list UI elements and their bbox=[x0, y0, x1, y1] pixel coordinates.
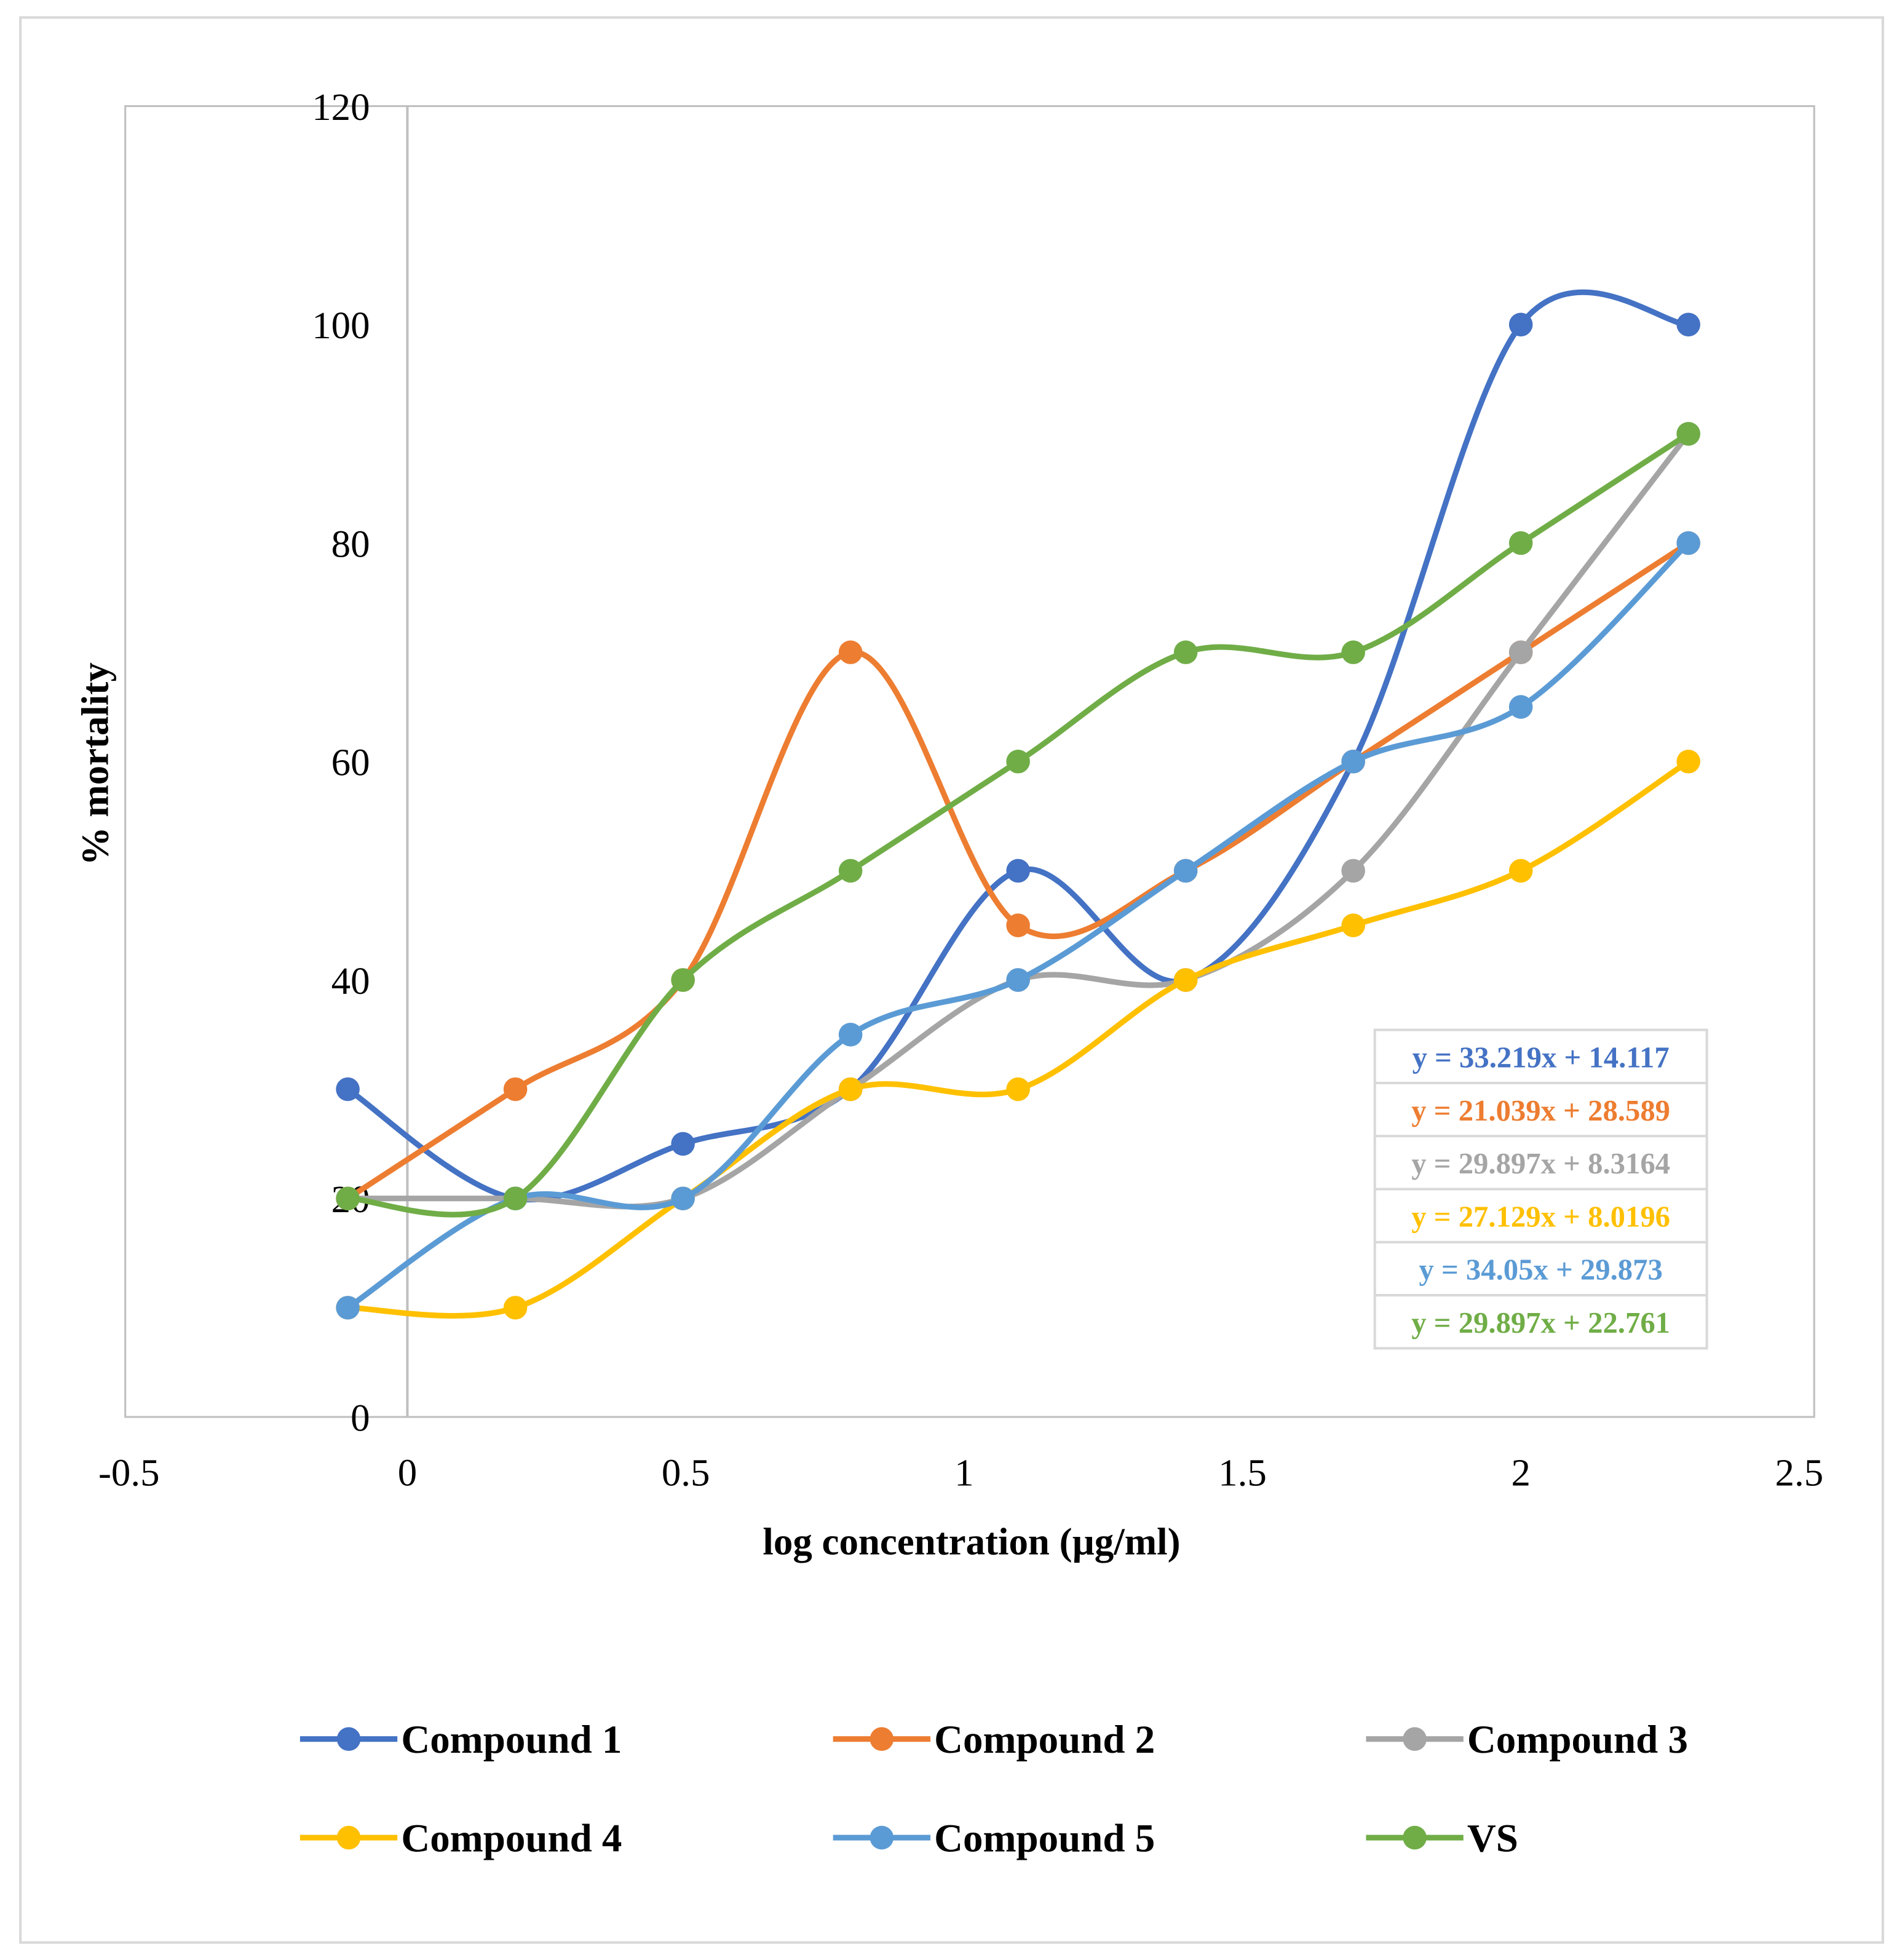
x-tick-label: 1 bbox=[954, 1451, 973, 1494]
data-point bbox=[1341, 913, 1365, 937]
series-line-compound-2 bbox=[346, 541, 1690, 1201]
legend-marker-icon bbox=[1403, 1825, 1427, 1850]
x-axis-label: log concentration (µg/ml) bbox=[763, 1520, 1180, 1563]
trendline-equation: y = 21.039x + 28.589 bbox=[1411, 1094, 1670, 1127]
series-line-compound-3 bbox=[347, 432, 1691, 1210]
x-tick-label: 2.5 bbox=[1775, 1451, 1824, 1494]
legend-marker-icon bbox=[336, 1825, 361, 1850]
trendline-equation: y = 33.219x + 14.117 bbox=[1413, 1041, 1670, 1074]
data-point bbox=[336, 1077, 360, 1101]
data-point bbox=[1173, 640, 1198, 664]
data-point bbox=[1006, 913, 1030, 937]
x-tick-label: 2 bbox=[1511, 1451, 1530, 1494]
series-line-compound-1 bbox=[346, 289, 1689, 1203]
series-vs bbox=[336, 422, 1700, 1218]
data-point bbox=[1508, 531, 1533, 555]
data-point bbox=[1173, 968, 1198, 992]
x-tick-label: 1.5 bbox=[1218, 1451, 1267, 1494]
data-point bbox=[1508, 312, 1533, 337]
data-point bbox=[838, 859, 863, 883]
data-point bbox=[1173, 859, 1198, 883]
data-point bbox=[503, 1296, 528, 1320]
trendline-equation: y = 29.897x + 8.3164 bbox=[1411, 1147, 1670, 1180]
legend-item: Compound 2 bbox=[833, 1718, 1155, 1762]
data-point bbox=[671, 1132, 695, 1156]
y-tick-label: 100 bbox=[312, 304, 370, 347]
data-point bbox=[671, 968, 695, 992]
data-point bbox=[1341, 859, 1365, 883]
legend-item: Compound 1 bbox=[299, 1718, 622, 1762]
trendline-equation: y = 27.129x + 8.0196 bbox=[1411, 1200, 1670, 1233]
data-point bbox=[336, 1296, 360, 1320]
legend-marker-icon bbox=[336, 1727, 361, 1751]
trendline-equation: y = 29.897x + 22.761 bbox=[1411, 1306, 1670, 1339]
data-point bbox=[336, 1186, 360, 1211]
x-tick-label: -0.5 bbox=[98, 1451, 160, 1494]
x-tick-label: 0 bbox=[398, 1451, 417, 1494]
data-point bbox=[1006, 1077, 1030, 1101]
data-point bbox=[1676, 531, 1700, 555]
legend-label: Compound 3 bbox=[1467, 1718, 1688, 1762]
legend: Compound 1 Compound 2 Compound 3 Compound 4… bbox=[299, 1718, 1688, 1860]
data-point bbox=[1508, 640, 1533, 664]
data-point bbox=[1676, 312, 1700, 337]
data-point bbox=[838, 640, 863, 664]
data-point bbox=[503, 1077, 528, 1101]
data-point bbox=[1341, 640, 1365, 664]
data-point bbox=[1006, 859, 1030, 883]
legend-label: Compound 2 bbox=[934, 1718, 1155, 1762]
data-point bbox=[1006, 749, 1030, 774]
chart-border bbox=[19, 16, 1884, 1944]
data-point bbox=[1676, 422, 1700, 446]
trendline-equations: y = 33.219x + 14.117 y = 21.039x + 28.589… bbox=[1373, 1028, 1708, 1350]
data-point bbox=[1006, 968, 1030, 992]
series-compound-4 bbox=[336, 749, 1700, 1320]
data-point bbox=[503, 1186, 528, 1211]
legend-label: Compound 4 bbox=[401, 1816, 622, 1860]
data-point bbox=[838, 1077, 863, 1101]
plot-area bbox=[124, 105, 1815, 1418]
y-tick-label: 60 bbox=[331, 741, 370, 784]
y-tick-label: 120 bbox=[312, 85, 370, 129]
legend-marker-icon bbox=[1403, 1727, 1427, 1751]
trendline-equation: y = 34.05x + 29.873 bbox=[1419, 1253, 1662, 1287]
data-point bbox=[1676, 749, 1700, 774]
legend-item: VS bbox=[1366, 1816, 1518, 1860]
y-tick-label: 0 bbox=[351, 1396, 370, 1439]
legend-label: Compound 5 bbox=[934, 1816, 1155, 1860]
y-tick-label: 80 bbox=[331, 522, 370, 565]
legend-label: Compound 1 bbox=[401, 1718, 622, 1762]
x-tick-label: 0.5 bbox=[662, 1451, 710, 1494]
legend-item: Compound 3 bbox=[1366, 1718, 1688, 1762]
y-axis-label: % mortality bbox=[73, 662, 116, 865]
data-point bbox=[1508, 695, 1533, 719]
legend-item: Compound 4 bbox=[299, 1816, 622, 1860]
legend-marker-icon bbox=[870, 1727, 894, 1751]
data-point bbox=[1341, 749, 1365, 774]
legend-label: VS bbox=[1467, 1816, 1518, 1860]
legend-marker-icon bbox=[870, 1825, 894, 1850]
data-point bbox=[1508, 859, 1533, 883]
data-point bbox=[838, 1023, 863, 1047]
data-point bbox=[671, 1186, 695, 1211]
y-tick-label: 40 bbox=[331, 959, 370, 1002]
legend-item: Compound 5 bbox=[833, 1816, 1155, 1860]
